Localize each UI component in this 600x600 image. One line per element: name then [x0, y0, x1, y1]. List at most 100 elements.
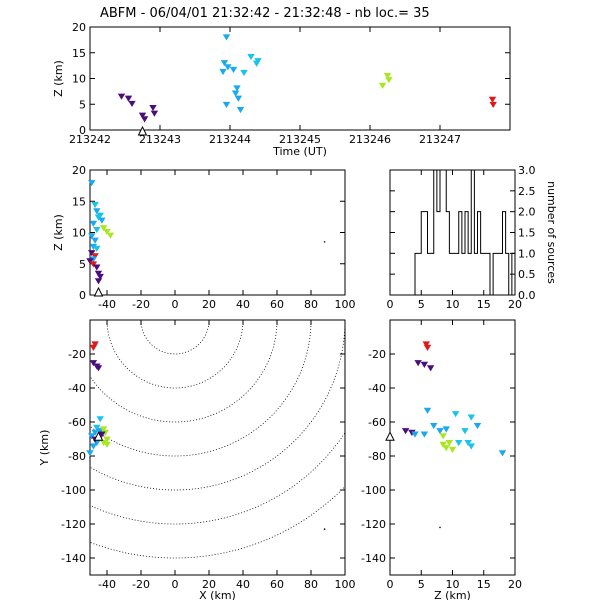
source-point [461, 428, 469, 435]
source-point [323, 241, 326, 243]
x-tick-label: 15 [477, 578, 491, 591]
source-point [489, 101, 497, 109]
plot-frame [89, 319, 346, 576]
source-point [150, 110, 159, 117]
source-point [86, 258, 94, 265]
source-point [464, 440, 472, 447]
source-point [439, 441, 447, 448]
x-tick-label: 0 [387, 298, 394, 311]
source-point [103, 436, 111, 443]
source-point [94, 365, 103, 372]
source-point [220, 60, 229, 67]
x-height-panel: -40 -20 0 20 40 60 80 100 0 5 10 15 20 Z (km) [52, 164, 356, 311]
source-point [91, 429, 99, 436]
x-tick-label: 213245 [279, 133, 321, 146]
source-point [234, 95, 243, 102]
source-point [128, 100, 136, 107]
source-point [423, 407, 432, 414]
y-tick-label: -140 [61, 552, 86, 565]
x-tick-label: 213247 [419, 133, 461, 146]
x-tick-label: 40 [236, 298, 250, 311]
y-tick-label: 10 [72, 227, 86, 240]
x-tick-label: 213243 [139, 133, 181, 146]
source-point [103, 441, 111, 448]
source-point [231, 90, 240, 97]
source-point [93, 424, 101, 431]
source-point [89, 261, 98, 268]
x-axis-label: Z (km) [434, 589, 471, 600]
source-point [96, 273, 104, 281]
y-tick-label: -100 [61, 484, 86, 497]
source-point [378, 82, 387, 89]
y-tick-label: 1.0 [518, 247, 536, 260]
x-tick-label: 10 [446, 578, 460, 591]
x-tick-label: 213246 [349, 133, 391, 146]
source-point [99, 426, 108, 433]
source-point [140, 116, 149, 123]
source-point [442, 445, 450, 452]
source-point [420, 431, 429, 438]
source-point [426, 365, 435, 372]
source-point [224, 64, 232, 71]
x-tick-label: 213244 [209, 133, 251, 146]
source-point [96, 416, 104, 423]
y-tick-label: 2.0 [518, 206, 536, 219]
source-point [87, 250, 96, 257]
range-ring [90, 320, 278, 423]
source-point [222, 101, 231, 109]
source-point [411, 431, 419, 438]
y-tick-label: 3.0 [518, 164, 536, 177]
source-point [93, 245, 101, 252]
x-tick-label: -20 [132, 298, 150, 311]
figure-title: ABFM - 06/04/01 21:32:42 - 21:32:48 - nb… [100, 6, 430, 21]
y-tick-label: -20 [368, 348, 386, 361]
x-tick-label: -40 [98, 298, 116, 311]
x-tick-label: 80 [304, 578, 318, 591]
y-tick-label: -140 [361, 552, 386, 565]
source-point [93, 208, 101, 215]
x-tick-label: 10 [446, 298, 460, 311]
x-tick-label: 80 [304, 298, 318, 311]
y-tick-label: 5 [79, 98, 86, 111]
source-point [439, 526, 441, 529]
source-point [401, 428, 410, 435]
y-tick-label: -20 [68, 348, 86, 361]
y-tick-label: 10 [72, 73, 86, 86]
source-point [93, 264, 101, 271]
y-tick-label: -60 [368, 416, 386, 429]
source-point [106, 232, 115, 239]
y-tick-label: -120 [361, 518, 386, 531]
station-triangle-icon [93, 431, 104, 441]
plan-view-panel: -40 -20 0 20 40 60 80 100 -20 -40 -60 -80 -100 -120 -1… [38, 319, 356, 600]
source-point [323, 528, 326, 530]
y-tick-label: 0 [79, 124, 86, 137]
source-point [439, 433, 447, 440]
x-tick-label: 5 [418, 298, 425, 311]
y-tick-label: -80 [368, 450, 386, 463]
source-point [448, 446, 457, 453]
y-tick-label: 0.5 [518, 268, 536, 281]
x-tick-label: 60 [270, 298, 284, 311]
x-tick-label: -40 [98, 578, 116, 591]
x-tick-label: 0 [172, 298, 179, 311]
y-tick-label: 2.5 [518, 185, 536, 198]
source-point [442, 426, 450, 433]
x-tick-label: 0 [172, 578, 179, 591]
source-point [94, 278, 103, 285]
station-triangle-icon [385, 431, 395, 441]
source-point [222, 34, 231, 41]
source-point [467, 443, 475, 450]
source-point [89, 443, 98, 450]
source-point [138, 112, 147, 119]
source-point [96, 212, 104, 219]
source-point [430, 423, 438, 430]
source-point [385, 77, 393, 84]
x-tick-label: 213242 [69, 133, 111, 146]
y-tick-label: -40 [368, 382, 386, 395]
y-axis-label: Y (km) [38, 430, 51, 467]
y-axis-label: Z (km) [52, 214, 65, 251]
source-point [229, 66, 238, 74]
time-height-panel: 213242 213243 213244 213245 213246 213247 0 5 10… [52, 21, 511, 158]
source-point [422, 341, 430, 348]
